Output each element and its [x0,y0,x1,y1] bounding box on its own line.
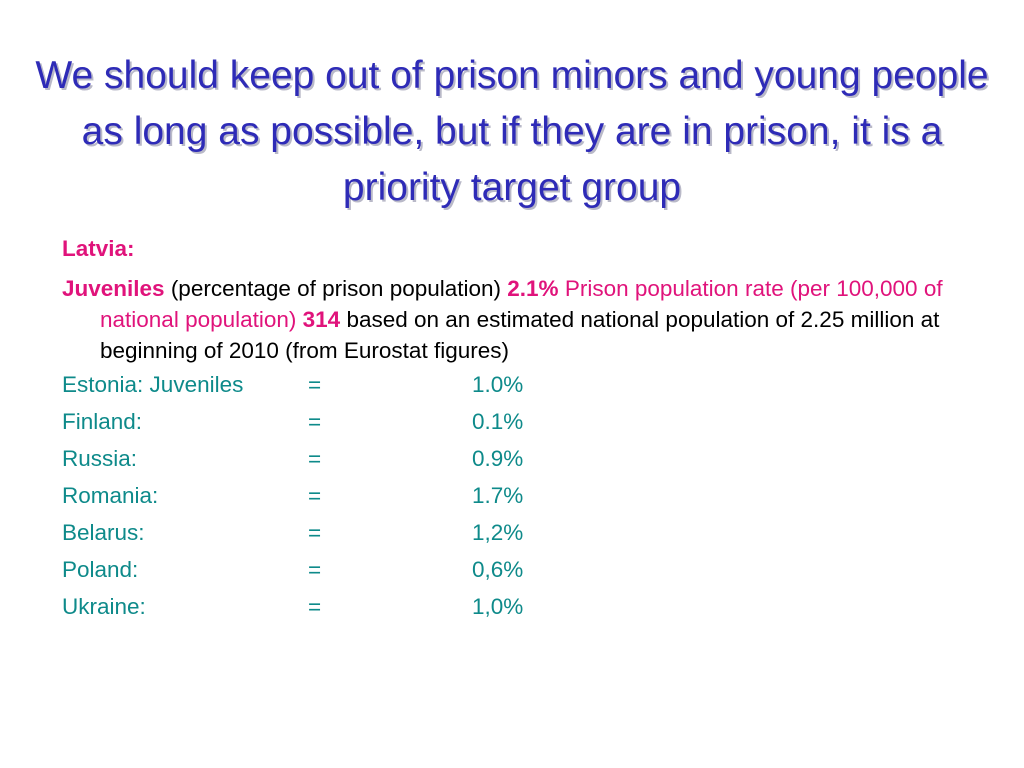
prison-rate-note: based on an estimated national populatio… [100,307,940,363]
country-value: 0.1% [472,409,524,434]
equals-sign: = [308,594,322,619]
slide-title: We should keep out of prison minors and … [35,54,989,209]
equals-sign: = [308,483,322,508]
latvia-juveniles-paragraph: Juveniles (percentage of prison populati… [62,273,962,366]
equals-sign: = [308,446,322,471]
equals-sign: = [308,409,322,434]
slide-body: Latvia: Juveniles (percentage of prison … [62,233,962,628]
country-value: 1,0% [472,594,524,619]
country-name: Estonia: Juveniles [62,372,244,397]
country-row: Belarus: = 1,2% [62,517,962,554]
equals-sign: = [308,557,322,582]
juveniles-label: Juveniles [62,276,165,301]
country-row: Finland: = 0.1% [62,406,962,443]
country-value: 1,2% [472,520,524,545]
country-row: Russia: = 0.9% [62,443,962,480]
country-name: Finland: [62,409,143,434]
country-name: Poland: [62,557,139,582]
country-list: Estonia: Juveniles = 1.0% Finland: = 0.1… [62,369,962,628]
latvia-heading: Latvia: [62,236,135,261]
equals-sign: = [308,520,322,545]
country-row: Romania: = 1.7% [62,480,962,517]
country-name: Belarus: [62,520,145,545]
country-name: Ukraine: [62,594,146,619]
country-row: Poland: = 0,6% [62,554,962,591]
prison-rate-label: Prison population rate (per 100,000 of n… [100,276,943,332]
country-value: 1.0% [472,372,524,397]
country-value: 0.9% [472,446,524,471]
equals-sign: = [308,372,322,397]
country-name: Romania: [62,483,159,508]
juveniles-value: 2.1% [507,276,559,301]
juveniles-description: (percentage of prison population) [164,276,508,301]
country-row: Estonia: Juveniles = 1.0% [62,369,962,406]
country-row: Ukraine: = 1,0% [62,591,962,628]
country-name: Russia: [62,446,138,471]
country-value: 1.7% [472,483,524,508]
country-value: 0,6% [472,557,524,582]
prison-rate-value: 314 [302,307,341,332]
